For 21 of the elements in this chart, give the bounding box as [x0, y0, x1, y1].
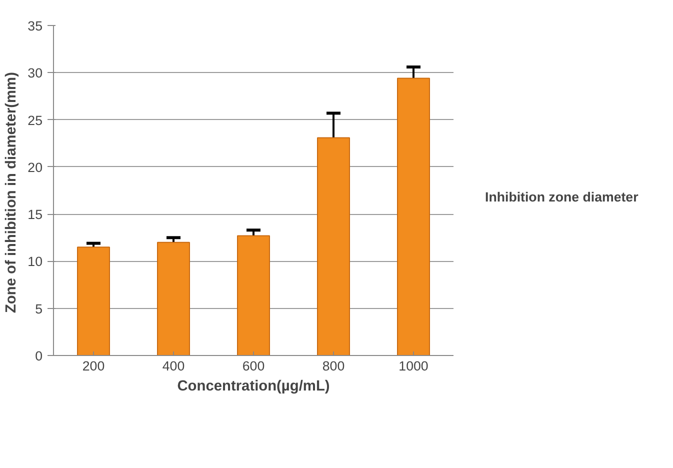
y-tick-label: 25 [28, 112, 43, 128]
y-axis-title: Zone of inhibition in diameter(mm) [4, 72, 20, 314]
x-tick-label: 800 [322, 358, 345, 374]
x-tick-label: 600 [242, 358, 265, 374]
x-axis-title: Concentration(µg/mL) [177, 378, 330, 394]
y-tick-label: 30 [28, 66, 43, 81]
x-tick-label: 200 [82, 358, 105, 374]
y-tick-label: 10 [28, 254, 43, 270]
bar [157, 242, 190, 356]
y-tick-label: 35 [28, 18, 43, 34]
y-tick-label: 0 [35, 348, 43, 364]
x-tick-label: 1000 [398, 358, 428, 374]
y-tick-label: 20 [28, 160, 43, 175]
bar [397, 78, 430, 356]
x-tick-label: 400 [162, 358, 185, 374]
bar [237, 235, 270, 356]
y-tick-label: 15 [28, 207, 43, 222]
y-tick-label: 5 [35, 301, 43, 316]
bar [77, 246, 110, 356]
bar [317, 137, 350, 356]
text: Inhibition zone diameter [485, 189, 638, 204]
